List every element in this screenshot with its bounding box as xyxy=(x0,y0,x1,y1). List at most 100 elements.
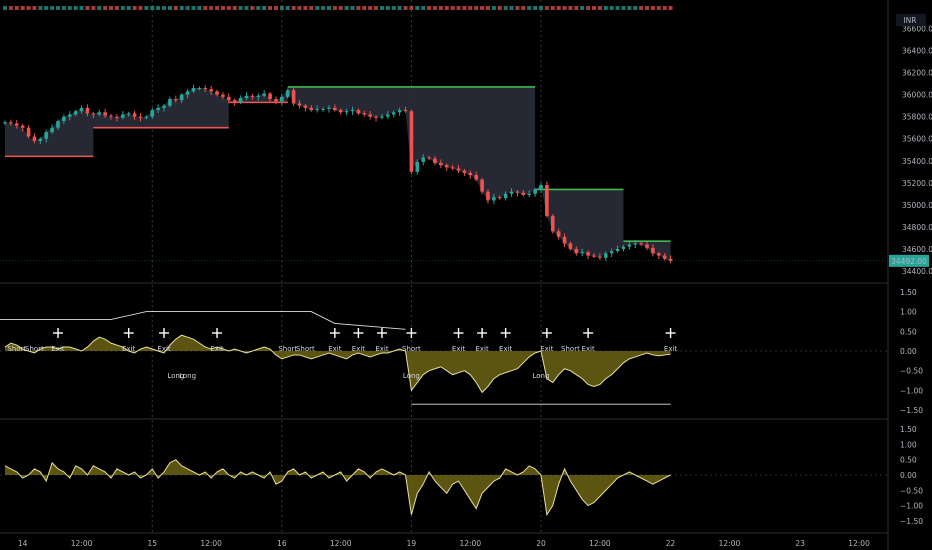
candle[interactable] xyxy=(132,113,137,117)
candle[interactable] xyxy=(297,103,302,106)
candle[interactable] xyxy=(309,107,314,111)
candle[interactable] xyxy=(191,88,196,92)
candle[interactable] xyxy=(3,122,7,124)
candle[interactable] xyxy=(497,197,502,199)
oscillator-pane-2[interactable] xyxy=(0,459,888,517)
candle[interactable] xyxy=(179,94,184,101)
candle[interactable] xyxy=(67,114,72,117)
candle[interactable] xyxy=(327,107,331,109)
candle[interactable] xyxy=(527,193,532,195)
candle[interactable] xyxy=(368,114,372,117)
candle[interactable] xyxy=(303,105,308,108)
candle[interactable] xyxy=(238,97,243,103)
candle[interactable] xyxy=(450,167,455,169)
candle[interactable] xyxy=(232,100,237,103)
candle[interactable] xyxy=(215,91,219,95)
candle[interactable] xyxy=(550,215,555,232)
candle[interactable] xyxy=(509,191,514,194)
candle[interactable] xyxy=(203,88,208,90)
candle[interactable] xyxy=(174,99,178,101)
candle[interactable] xyxy=(386,114,390,117)
candle[interactable] xyxy=(568,243,573,249)
candle[interactable] xyxy=(20,125,25,128)
candle[interactable] xyxy=(62,116,66,122)
candle[interactable] xyxy=(403,110,408,112)
candle[interactable] xyxy=(668,258,673,261)
candle[interactable] xyxy=(397,110,402,113)
price-pane[interactable]: 34492.00 xyxy=(0,6,929,267)
candle[interactable] xyxy=(539,185,543,190)
candle[interactable] xyxy=(515,191,520,193)
candle[interactable] xyxy=(651,247,655,254)
candle[interactable] xyxy=(73,111,78,115)
candle[interactable] xyxy=(103,112,107,116)
candle[interactable] xyxy=(350,110,355,112)
candle[interactable] xyxy=(162,105,166,108)
candle[interactable] xyxy=(586,252,590,256)
candle[interactable] xyxy=(656,253,661,256)
candle[interactable] xyxy=(662,255,667,259)
candle[interactable] xyxy=(344,111,349,113)
candle[interactable] xyxy=(533,189,537,194)
candle[interactable] xyxy=(562,236,567,244)
candle[interactable] xyxy=(97,112,102,115)
candle[interactable] xyxy=(603,253,608,258)
candle[interactable] xyxy=(256,95,261,97)
candle[interactable] xyxy=(79,107,84,112)
candle[interactable] xyxy=(85,107,90,114)
candle[interactable] xyxy=(556,231,561,237)
candle[interactable] xyxy=(380,116,384,118)
candle[interactable] xyxy=(415,161,420,172)
candle[interactable] xyxy=(633,243,638,245)
candle[interactable] xyxy=(462,170,467,173)
candle[interactable] xyxy=(274,99,278,102)
candle[interactable] xyxy=(250,95,255,97)
candle[interactable] xyxy=(338,110,343,113)
candle[interactable] xyxy=(592,255,596,257)
candle[interactable] xyxy=(468,172,473,176)
candle[interactable] xyxy=(503,193,508,199)
candle[interactable] xyxy=(315,108,319,111)
candle[interactable] xyxy=(639,243,643,245)
candle[interactable] xyxy=(150,110,155,117)
candle[interactable] xyxy=(433,158,437,163)
candle[interactable] xyxy=(356,110,361,114)
candle[interactable] xyxy=(168,99,172,106)
candle[interactable] xyxy=(291,90,296,104)
candle[interactable] xyxy=(44,132,49,139)
candle[interactable] xyxy=(126,113,131,115)
candle[interactable] xyxy=(38,138,43,141)
candle[interactable] xyxy=(621,246,626,249)
candle[interactable] xyxy=(285,90,290,97)
candle[interactable] xyxy=(138,116,143,118)
candle[interactable] xyxy=(32,136,37,141)
candle[interactable] xyxy=(374,116,378,118)
candle[interactable] xyxy=(209,89,213,92)
candle[interactable] xyxy=(321,108,325,110)
candle[interactable] xyxy=(545,185,549,216)
candle[interactable] xyxy=(391,112,396,115)
candle[interactable] xyxy=(439,162,443,166)
candle[interactable] xyxy=(197,88,202,90)
candle[interactable] xyxy=(56,121,60,128)
candle[interactable] xyxy=(362,113,367,115)
candle[interactable] xyxy=(185,91,190,95)
candle[interactable] xyxy=(580,252,585,254)
candle[interactable] xyxy=(333,107,337,111)
candle[interactable] xyxy=(615,248,620,252)
candle[interactable] xyxy=(9,122,13,124)
candle[interactable] xyxy=(262,93,266,96)
candle[interactable] xyxy=(227,96,231,101)
candle[interactable] xyxy=(121,114,125,118)
candle[interactable] xyxy=(268,93,272,100)
candle[interactable] xyxy=(456,168,461,171)
candle[interactable] xyxy=(244,95,249,98)
candle[interactable] xyxy=(492,197,496,201)
candle[interactable] xyxy=(91,113,96,115)
candle[interactable] xyxy=(521,192,526,195)
candle[interactable] xyxy=(115,116,119,118)
candle[interactable] xyxy=(486,191,490,201)
candle[interactable] xyxy=(645,244,649,248)
candle[interactable] xyxy=(421,157,425,162)
